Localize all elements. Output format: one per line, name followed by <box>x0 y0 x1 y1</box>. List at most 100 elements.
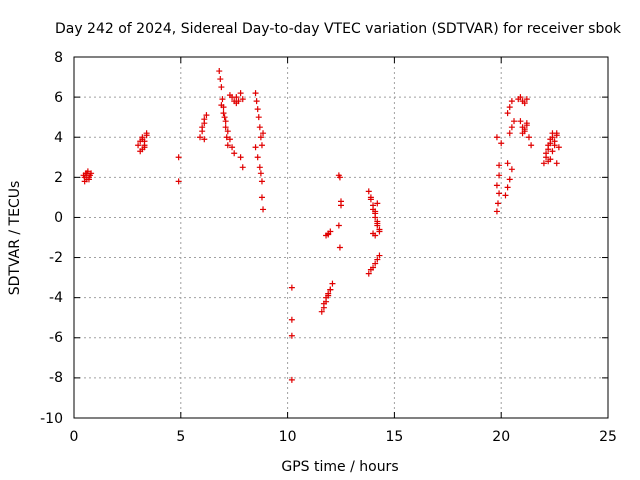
data-point <box>256 124 263 131</box>
data-point <box>336 244 343 251</box>
data-point <box>493 182 500 189</box>
data-point <box>521 100 528 107</box>
data-point <box>372 232 379 239</box>
data-point <box>258 194 265 201</box>
data-point <box>496 190 503 197</box>
data-point <box>547 140 554 147</box>
data-point <box>547 156 554 163</box>
data-point <box>555 144 562 151</box>
data-point <box>553 160 560 167</box>
data-point <box>329 280 336 287</box>
data-point <box>496 172 503 179</box>
y-tick-label: -8 <box>49 370 63 386</box>
data-point <box>199 128 206 135</box>
data-point <box>338 202 344 209</box>
x-axis-label: GPS time / hours <box>281 459 398 475</box>
data-point <box>203 112 210 119</box>
data-point <box>496 162 503 169</box>
data-point <box>231 150 238 157</box>
data-point <box>506 104 513 111</box>
data-point <box>229 144 236 151</box>
y-tick-labels: 8 6 4 2 0 -2 -4 -6 -8 -10 <box>40 50 63 427</box>
data-point <box>504 110 511 117</box>
data-point <box>258 178 265 185</box>
data-point <box>551 142 558 149</box>
data-point <box>376 252 383 259</box>
data-point <box>218 84 225 91</box>
data-point <box>336 174 343 181</box>
data-point <box>239 96 246 103</box>
chart-title: Day 242 of 2024, Sidereal Day-to-day VTE… <box>55 21 622 37</box>
data-point <box>224 128 231 135</box>
data-point <box>256 164 263 171</box>
data-point <box>327 228 334 235</box>
data-point <box>220 110 227 117</box>
data-point <box>493 208 500 215</box>
data-point <box>519 130 526 137</box>
data-point <box>549 134 556 141</box>
data-point <box>365 270 372 277</box>
y-tick-label: -6 <box>49 330 63 346</box>
data-point <box>175 154 182 161</box>
data-point <box>545 146 552 153</box>
data-point <box>237 90 244 97</box>
data-point <box>85 176 92 183</box>
data-point <box>81 178 88 185</box>
data-point <box>217 76 224 83</box>
data-point <box>525 134 532 141</box>
data-point <box>504 160 511 167</box>
y-tick-label: 8 <box>54 50 63 66</box>
data-point <box>139 146 146 153</box>
y-tick-label: 4 <box>54 130 63 146</box>
data-point <box>335 222 342 229</box>
data-point <box>237 154 244 161</box>
data-point <box>224 142 231 149</box>
data-point <box>506 176 513 183</box>
data-point <box>528 142 535 149</box>
data-point <box>218 102 225 109</box>
data-point <box>374 256 381 263</box>
data-point <box>508 166 515 173</box>
data-point <box>254 154 261 161</box>
data-point <box>553 130 560 137</box>
data-point <box>219 96 226 103</box>
data-point <box>255 114 262 121</box>
data-point <box>327 286 334 293</box>
data-point <box>288 332 295 339</box>
x-tick-label: 5 <box>176 429 185 445</box>
data-point <box>233 94 240 101</box>
axis-ticks <box>73 56 609 419</box>
data-point <box>543 154 550 161</box>
data-point <box>504 184 511 191</box>
data-point <box>506 130 513 137</box>
data-point <box>143 130 150 137</box>
data-point <box>257 170 264 177</box>
data-point <box>201 136 208 143</box>
data-point <box>226 136 233 143</box>
data-point <box>221 114 228 121</box>
data-point <box>540 160 547 167</box>
data-point <box>374 220 381 227</box>
data-point <box>175 178 182 185</box>
grid <box>74 57 608 418</box>
data-point <box>498 140 505 147</box>
y-tick-label: 6 <box>54 90 63 106</box>
data-point <box>523 96 530 103</box>
x-tick-label: 20 <box>492 429 510 445</box>
data-point <box>253 98 260 105</box>
data-point <box>376 226 383 233</box>
data-point <box>502 192 509 199</box>
data-point <box>508 98 515 105</box>
data-point <box>367 194 374 201</box>
plot-frame <box>73 56 609 419</box>
data-point <box>135 142 142 149</box>
data-point <box>325 231 332 238</box>
data-point <box>222 124 229 131</box>
x-tick-label: 10 <box>279 429 297 445</box>
data-point <box>288 284 295 291</box>
x-tick-label: 0 <box>70 429 79 445</box>
y-tick-label: -4 <box>49 290 63 306</box>
data-point <box>222 118 229 125</box>
y-axis-label: SDTVAR / TECUs <box>7 181 23 296</box>
